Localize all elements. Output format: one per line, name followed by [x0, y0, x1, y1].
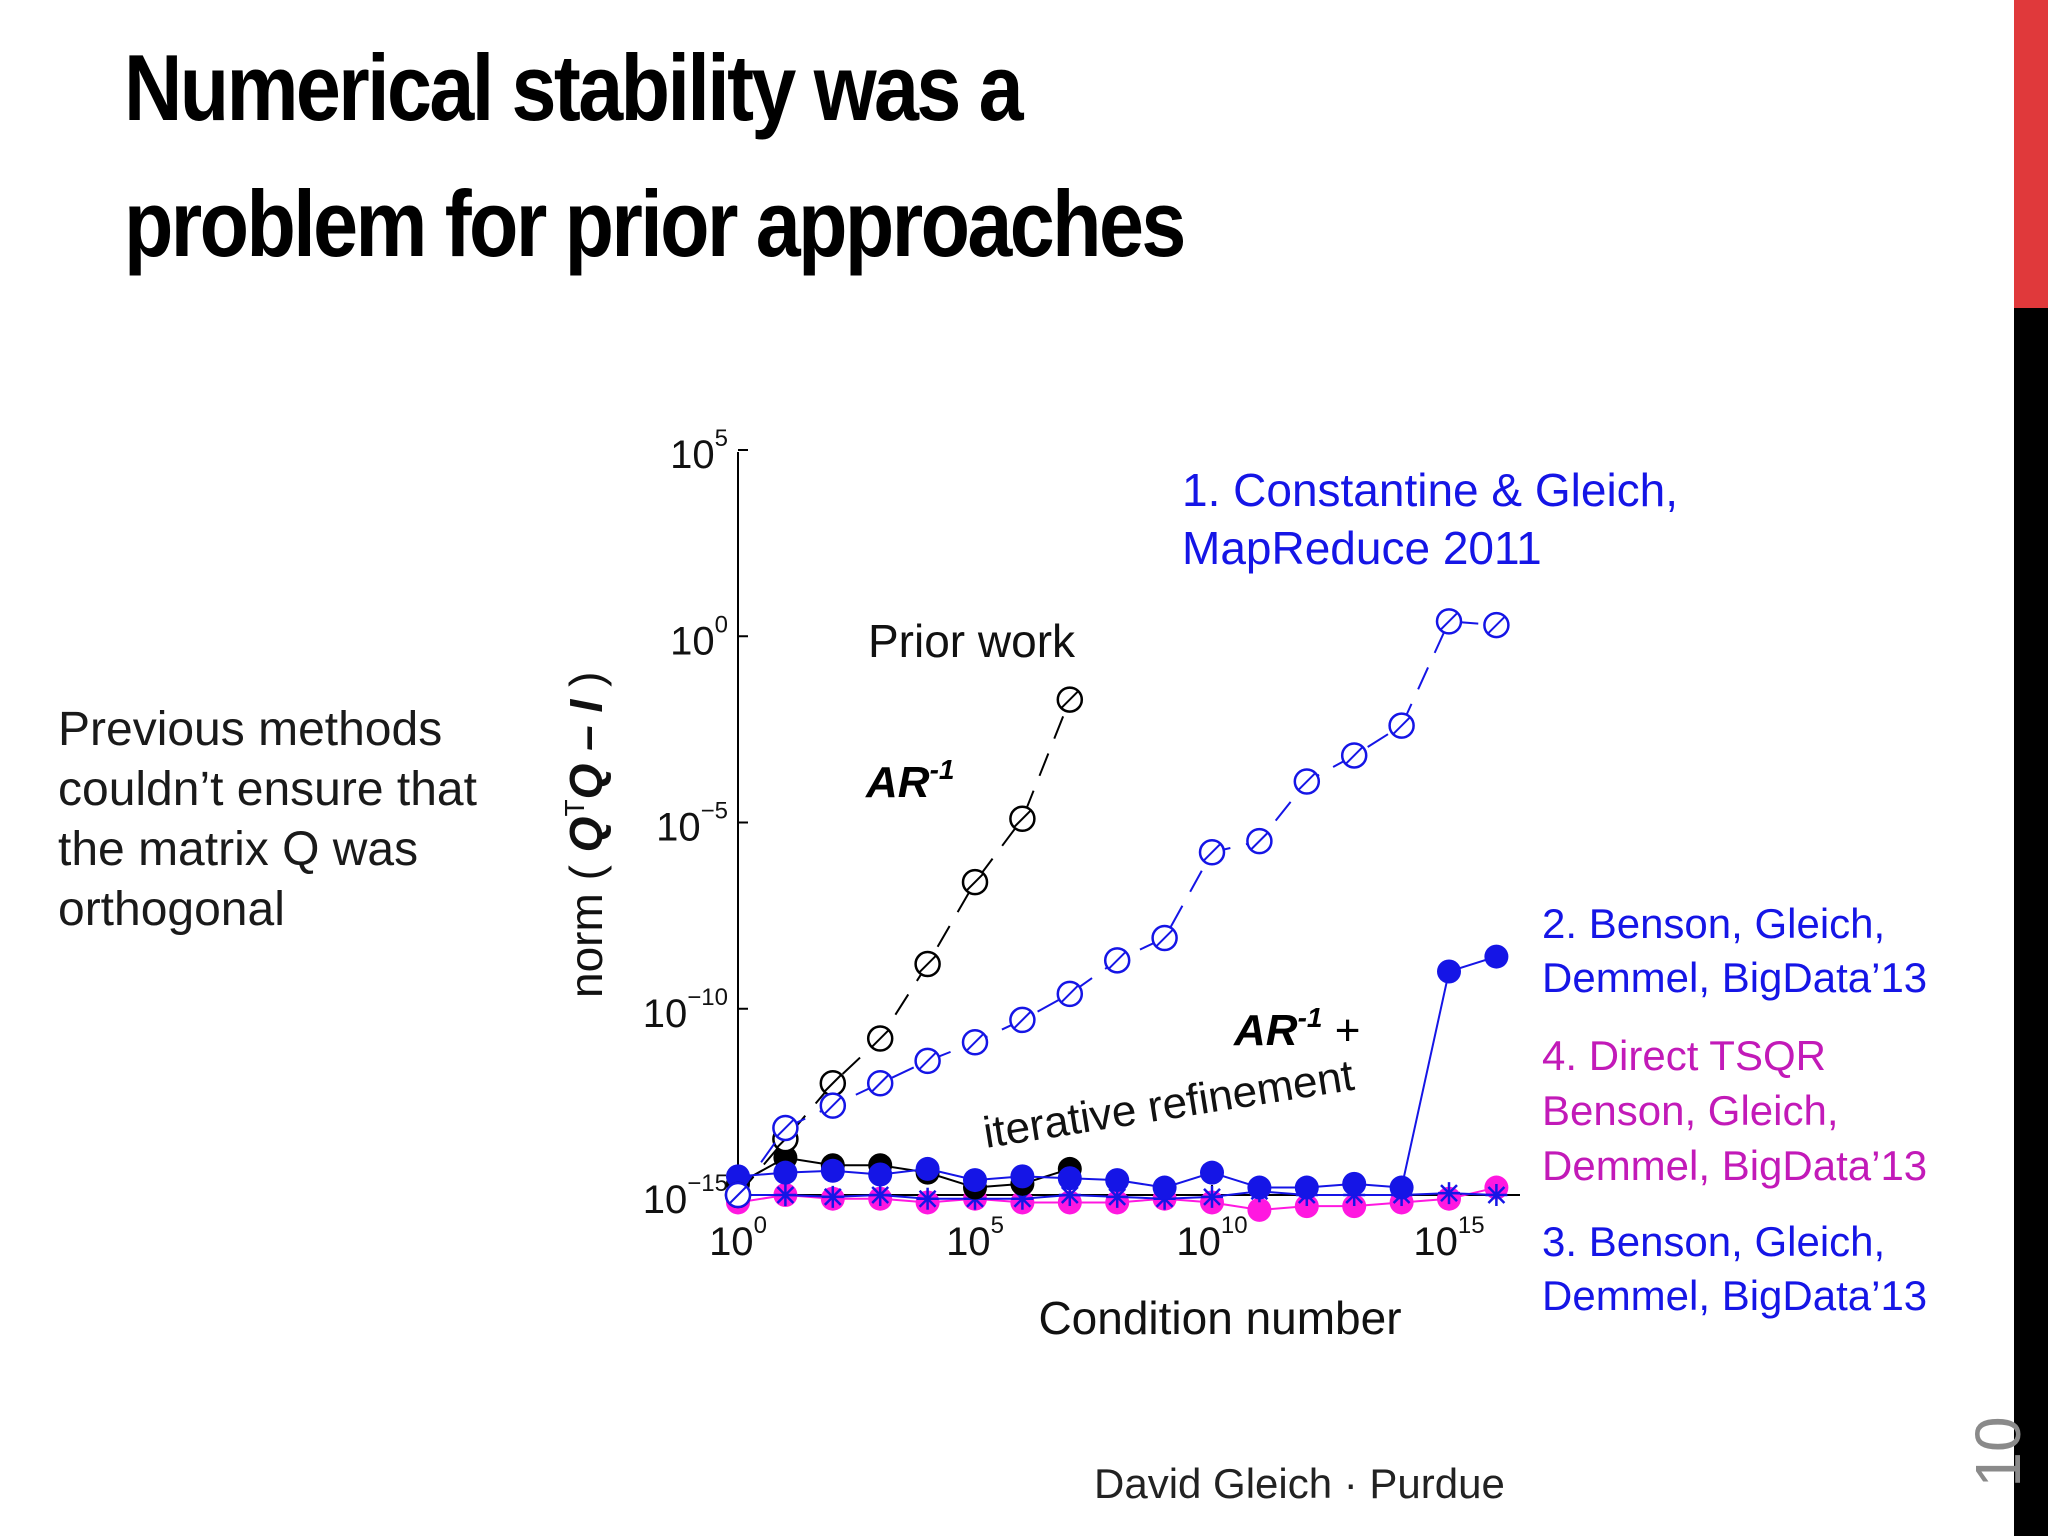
series-s1-point-slash — [870, 1073, 890, 1093]
series-s3-point — [1108, 1187, 1127, 1206]
series-s2-point — [1342, 1171, 1367, 1196]
annotation-ar-inv-sup: -1 — [930, 754, 955, 785]
series-s1-point-slash — [965, 1032, 985, 1052]
page-number: 10 — [1962, 1416, 2034, 1488]
slide-title: Numerical stability was a problem for pr… — [124, 20, 1500, 292]
x-axis-label: Condition number — [1038, 1292, 1401, 1344]
series-s1-point-slash — [1344, 745, 1364, 766]
series-prior-point-slash — [1060, 689, 1080, 710]
series-s1-point-slash — [1202, 842, 1222, 863]
series-s2-point — [915, 1156, 940, 1181]
series-s1-point-slash — [1060, 984, 1080, 1004]
series-s1-point-slash — [1391, 715, 1412, 736]
series-s1-point-slash — [1012, 1010, 1033, 1030]
series-s2-point — [1200, 1160, 1224, 1185]
series-s1 — [724, 608, 1510, 1209]
annotation-ar-inv: AR-1 — [865, 754, 954, 807]
series-s3-point — [1203, 1187, 1221, 1206]
legend-series-3-line-1: 3. Benson, Gleich, — [1542, 1218, 1885, 1265]
series-s1-point-slash — [917, 1051, 938, 1071]
annotation-iterative-refinement: iterative refinement — [980, 1051, 1357, 1158]
side-description: Previous methods couldn’t ensure that th… — [58, 703, 477, 936]
series-s1-point-slash — [775, 1118, 796, 1138]
legend-series-3-line-2: Demmel, BigData’13 — [1542, 1272, 1927, 1319]
series-s2-point — [773, 1160, 798, 1185]
series-prior-point-slash — [965, 872, 985, 892]
annotation-ar-inv-refine: AR-1 + — [1233, 1002, 1360, 1055]
y-axis-label: norm ( QTQ – I ) — [559, 672, 612, 998]
series-s2-point — [1484, 944, 1509, 969]
title-line-1: Numerical stability was a — [124, 35, 1024, 140]
x-tick-label: 100 — [709, 1212, 767, 1264]
series-s1-point-slash — [823, 1095, 843, 1116]
series-prior-point-slash — [823, 1073, 843, 1093]
y-tick-group: 105 100 10−5 10−10 10−15 — [643, 425, 748, 1222]
series-s1-point-slash — [728, 1185, 748, 1205]
title-line-2: problem for prior approaches — [124, 171, 1186, 276]
series-s1-point-slash — [1439, 611, 1459, 632]
series-s3-point — [776, 1186, 795, 1204]
x-tick-group: 100 105 1010 1015 — [709, 1185, 1485, 1264]
series-s2-point — [1105, 1168, 1130, 1193]
annotation-ar-inv-refine-text: AR — [1233, 1006, 1298, 1055]
series-s2-point — [726, 1164, 750, 1189]
series-s1-point-slash — [1249, 831, 1270, 851]
annotation-ar-inv-text: AR — [865, 758, 930, 807]
series-s1-point-slash — [1297, 771, 1317, 792]
series-s2-point — [820, 1158, 845, 1183]
series-s2-point — [1057, 1166, 1082, 1191]
legend-series-4-line-2: Benson, Gleich, — [1542, 1087, 1839, 1134]
series-s4-point — [1247, 1197, 1272, 1222]
series-prior-point-slash — [870, 1028, 890, 1049]
legend-series-1: 1. Constantine & Gleich, MapReduce 2011 — [1182, 464, 1678, 574]
series-s2-point — [963, 1168, 987, 1193]
x-tick-label: 1010 — [1176, 1212, 1247, 1264]
legend-series-1-line-1: 1. Constantine & Gleich, — [1182, 464, 1678, 516]
series-s2-point — [868, 1162, 893, 1187]
series-s1-point-slash — [1154, 928, 1175, 948]
series-s1-point-slash — [1486, 615, 1507, 635]
y-tick-label: 10−5 — [656, 798, 728, 850]
series-s3-point — [918, 1189, 937, 1208]
series-s1-point-slash — [1107, 950, 1127, 971]
legend-series-2-line-2: Demmel, BigData’13 — [1542, 954, 1927, 1001]
series-s2-point — [1247, 1175, 1272, 1200]
legend-series-4: 4. Direct TSQR Benson, Gleich, Demmel, B… — [1542, 1032, 1927, 1189]
legend-series-1-line-2: MapReduce 2011 — [1182, 522, 1542, 574]
x-tick-label: 1015 — [1413, 1212, 1484, 1264]
annotation-ar-inv-refine-sup: -1 — [1298, 1002, 1323, 1033]
series-s2 — [726, 944, 1509, 1200]
legend-series-4-line-3: Demmel, BigData’13 — [1542, 1142, 1927, 1189]
series-s3-point — [1060, 1186, 1079, 1204]
series-s3-point — [1440, 1184, 1458, 1203]
y-tick-label: 105 — [670, 425, 728, 477]
series-s3-point — [871, 1186, 890, 1204]
series-s2-point — [1010, 1164, 1035, 1189]
legend-series-2-line-1: 2. Benson, Gleich, — [1542, 900, 1885, 947]
x-tick-label: 105 — [946, 1212, 1004, 1264]
series-s2-point — [1437, 959, 1461, 984]
series-layer — [724, 608, 1510, 1222]
series-prior-point-slash — [1012, 809, 1033, 829]
footer-credit: David Gleich · Purdue — [1094, 1460, 1505, 1507]
accent-bar-black — [2014, 308, 2048, 1536]
annotation-prior-work: Prior work — [868, 615, 1076, 667]
y-tick-label: 100 — [670, 611, 728, 663]
series-s2-point — [1389, 1175, 1414, 1200]
legend-series-4-line-1: 4. Direct TSQR — [1542, 1032, 1826, 1079]
series-s2-point — [1152, 1175, 1177, 1200]
y-tick-label: 10−15 — [643, 1170, 728, 1222]
series-prior-point-slash — [917, 954, 938, 974]
series-s3-point — [823, 1187, 842, 1206]
series-s2-line — [737, 955, 1497, 1189]
y-tick-label: 10−10 — [643, 984, 728, 1036]
legend-series-3: 3. Benson, Gleich, Demmel, BigData’13 — [1542, 1218, 1927, 1319]
annotation-plus: + — [1322, 1006, 1360, 1055]
legend-series-2: 2. Benson, Gleich, Demmel, BigData’13 — [1542, 900, 1927, 1001]
series-s3-point — [1487, 1186, 1506, 1204]
accent-bar-red — [2014, 0, 2048, 308]
series-s2-point — [1294, 1175, 1319, 1200]
